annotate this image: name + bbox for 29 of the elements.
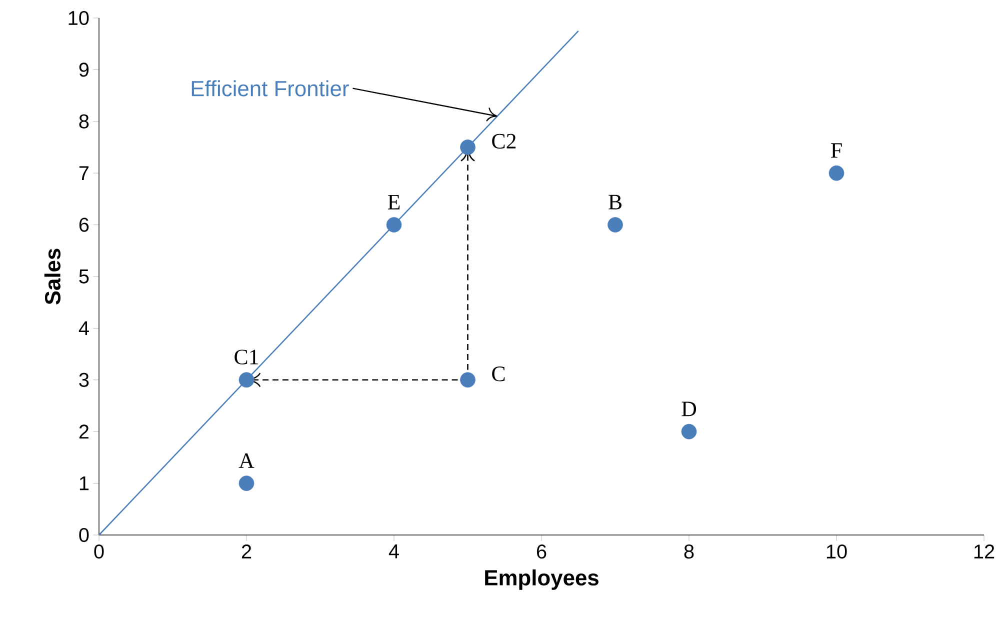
annotation: A <box>238 453 254 468</box>
x-tick-label: 4 <box>388 544 399 558</box>
x-tick-label: 2 <box>242 544 252 558</box>
x-axis-title: Employees <box>485 569 598 590</box>
annotation: B <box>608 194 622 210</box>
annotation: F <box>831 143 842 158</box>
annotation: C2 <box>492 134 516 149</box>
y-tick-label: 4 <box>78 321 89 336</box>
y-tick-label: 0 <box>79 528 89 542</box>
y-tick-label: 1 <box>80 476 89 490</box>
y-tick-label: 5 <box>79 270 89 284</box>
annotation: D <box>682 402 696 416</box>
y-tick-label: 10 <box>68 10 89 26</box>
y-tick-label: 9 <box>79 62 89 77</box>
annotation: C <box>492 366 505 382</box>
x-tick-label: 0 <box>94 544 104 559</box>
y-axis-title: Sales <box>44 248 61 305</box>
annotation: C1 <box>234 350 258 364</box>
y-tick-label: 2 <box>79 424 89 439</box>
x-tick-label: 6 <box>536 544 546 559</box>
annotation: Efficient Frontier <box>192 80 349 96</box>
annotation: E <box>388 194 400 210</box>
x-tick-label: 12 <box>974 544 994 558</box>
y-tick-label: 8 <box>79 114 89 128</box>
x-tick-label: 10 <box>826 544 847 559</box>
y-tick-label: 3 <box>79 372 89 387</box>
y-tick-label: 7 <box>79 166 89 180</box>
y-tick-label: 6 <box>79 218 89 232</box>
x-tick-label: 8 <box>684 544 694 559</box>
